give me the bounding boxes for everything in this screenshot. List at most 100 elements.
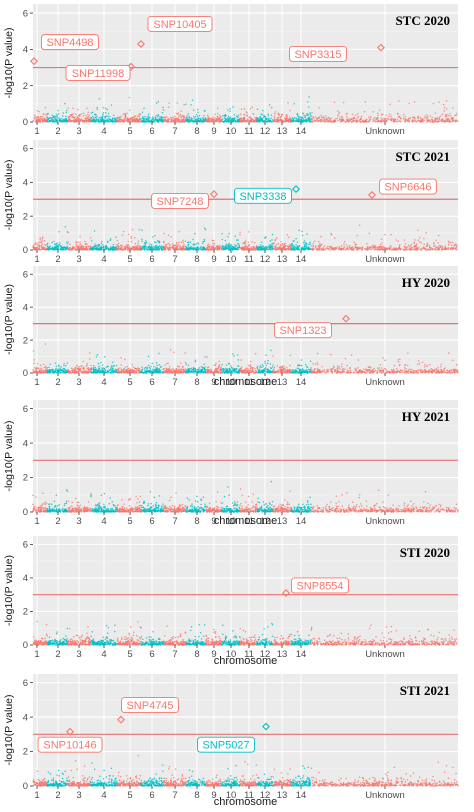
snp-point [64,370,67,372]
snp-point [63,364,65,367]
snp-point [201,120,204,122]
snp-point [36,362,39,365]
snp-point [278,114,281,117]
snp-point [343,240,346,243]
snp-point [100,361,102,364]
snp-point [124,247,127,249]
snp-point [77,368,79,371]
snp-point [109,118,111,121]
snp-point [68,117,70,120]
snp-point [410,243,413,246]
snp-point [264,120,267,122]
snp-point [390,233,393,236]
snp-point [315,248,318,251]
snp-point [32,248,35,251]
snp-point [378,246,381,248]
snp-point [44,343,47,345]
snp-point [98,120,100,123]
snp-point [43,120,45,122]
snp-point [93,370,96,372]
snp-point [253,242,256,244]
snp-point [134,120,136,123]
snp-point [72,107,74,109]
snp-point [298,118,301,120]
snp-point [102,113,104,116]
snp-point [98,365,100,368]
snp-point [100,245,102,248]
snp-point [330,232,332,235]
snp-point [133,116,135,119]
snp-point [66,242,69,245]
snp-point [338,118,341,120]
snp-point [222,120,225,123]
snp-point [338,116,341,118]
snp-point [414,239,416,241]
snp-point [154,234,156,237]
x-tick-label: 12 [260,126,271,137]
snp-point [157,101,160,103]
snp-point [191,99,194,102]
snp-point [390,247,392,249]
snp-point [183,116,185,119]
snp-point [264,235,267,238]
snp-point [287,102,289,104]
snp-point [137,248,140,251]
snp-point [144,248,146,251]
snp-point [210,118,213,121]
snp-point [399,244,401,246]
snp-point [51,370,53,373]
snp-point [190,103,192,106]
snp-point [281,120,283,122]
snp-point [210,247,212,249]
snp-point [451,244,453,247]
snp-point [65,364,67,367]
snp-point [375,120,378,123]
snp-point [176,245,179,247]
snp-point [239,117,242,120]
snp-point [41,243,43,245]
snp-point [245,111,247,113]
snp-point [43,239,46,242]
snp-point [418,241,421,243]
snp-point [270,114,273,116]
snp-point [44,372,47,374]
snp-point [118,118,121,120]
snp-point [82,115,85,117]
snp-point [149,117,151,119]
snp-point [308,96,310,98]
snp-point [403,248,405,251]
snp-point [383,247,385,249]
snp-point [63,249,65,251]
snp-point [74,368,77,371]
snp-point [196,115,199,118]
snp-point [428,246,431,249]
snp-point [82,246,85,249]
snp-point [53,120,55,122]
snp-point [452,120,454,123]
snp-point [407,120,410,122]
snp-point [78,117,80,120]
snp-point [62,118,65,121]
snp-point [78,365,80,368]
snp-point [41,371,43,374]
snp-point [285,114,287,117]
snp-point [191,118,193,121]
snp-point [158,249,160,251]
snp-point [126,112,128,115]
snp-point [307,106,310,108]
snp-point [124,115,127,118]
snp-point [253,245,255,248]
snp-point [333,119,335,122]
snp-point [194,116,197,118]
snp-point [268,104,271,106]
snp-point [228,232,230,235]
snp-point [363,110,366,113]
snp-point [90,118,92,120]
snp-point [40,115,42,118]
snp-point [322,248,325,251]
snp-point [90,116,93,119]
snp-point [97,248,99,251]
snp-point [65,121,67,123]
snp-point [301,230,303,233]
snp-point [249,249,252,251]
